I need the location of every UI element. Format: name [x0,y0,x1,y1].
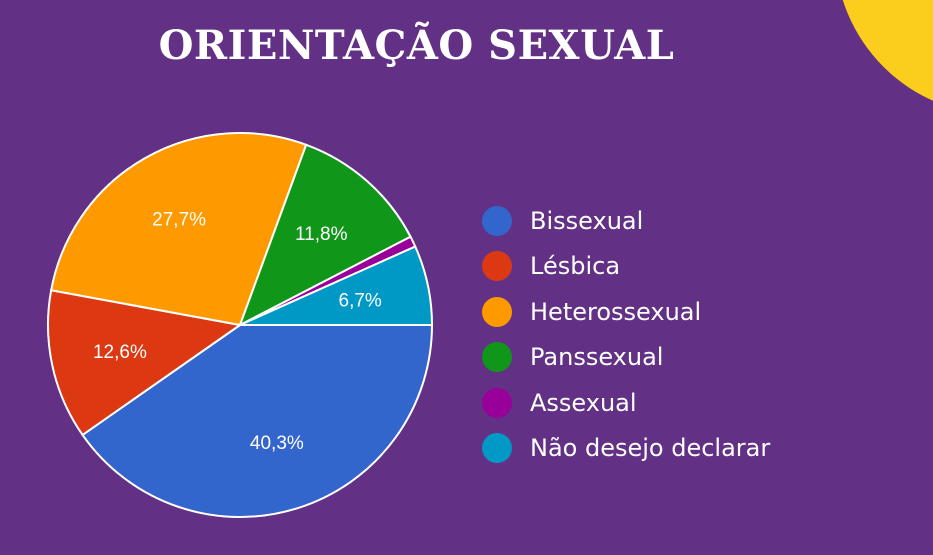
pie-slice-2 [50,132,308,327]
legend: Bissexual Lésbica Heterossexual Panssexual A… [482,198,902,471]
legend-swatch [482,251,512,282]
pie-slice-1 [47,289,243,437]
slice-label-3: 11,8% [295,224,348,245]
legend-item: Panssexual [482,335,902,381]
slice-label-1: 12,6% [93,342,147,363]
legend-label: Lésbica [530,252,621,281]
legend-label: Heterossexual [530,297,702,326]
slice-label-5: 6,7% [339,290,382,311]
pie-slice-0 [81,324,434,518]
legend-swatch [482,296,512,327]
legend-item: Bissexual [482,198,902,244]
legend-label: Panssexual [530,343,664,372]
legend-swatch [482,433,512,464]
legend-label: Assexual [530,388,637,417]
chart-title: ORIENTAÇÃO SEXUAL [158,22,675,69]
slice-label-2: 27,7% [152,209,206,230]
legend-label: Bissexual [530,206,644,235]
slice-label-0: 40,3% [250,433,304,454]
legend-item: Não desejo declarar [482,426,902,472]
legend-label: Não desejo declarar [530,434,771,463]
pie-slice-5 [239,245,434,326]
legend-swatch [482,342,512,373]
legend-item: Heterossexual [482,289,902,335]
legend-swatch [482,387,512,418]
decorative-yellow-circle [842,0,933,101]
legend-item: Lésbica [482,244,902,290]
pie-slice-3 [238,143,412,328]
legend-swatch [482,205,512,236]
legend-item: Assexual [482,380,902,426]
